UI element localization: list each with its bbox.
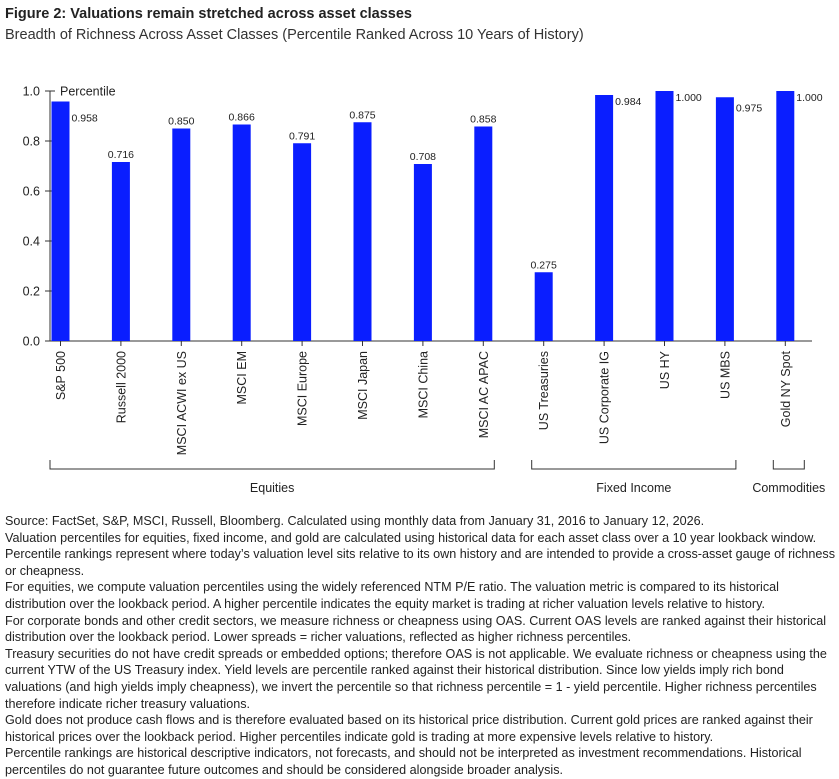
group-bracket	[531, 460, 737, 470]
footnote-source: Source: FactSet, S&P, MSCI, Russell, Blo…	[5, 514, 705, 528]
y-axis-label: Percentile	[60, 85, 116, 99]
group-bracket	[49, 460, 495, 470]
group-label: Commodities	[752, 481, 825, 495]
footnote-credit: For corporate bonds and other credit sec…	[5, 613, 827, 645]
x-tick-label: Gold NY Spot	[779, 350, 793, 427]
figure-title: Figure 2: Valuations remain stretched ac…	[5, 6, 412, 22]
bar	[232, 124, 251, 341]
x-tick-label: MSCI EM	[235, 351, 249, 404]
y-tick-label: 0.8	[23, 135, 40, 149]
y-tick-label: 0.2	[23, 285, 40, 299]
data-label: 0.975	[736, 102, 762, 114]
bar	[776, 91, 795, 341]
bar	[655, 91, 674, 341]
data-label: 0.850	[168, 116, 194, 128]
data-label: 0.708	[410, 151, 436, 163]
data-label: 0.984	[615, 96, 641, 108]
group-label: Fixed Income	[596, 481, 671, 495]
x-tick-label: MSCI Japan	[356, 351, 370, 420]
x-tick-label: MSCI ACWI ex US	[175, 351, 189, 455]
x-tick-label: US Treasuries	[537, 351, 551, 430]
footnote-treasuries: Treasury securities do not have credit s…	[5, 646, 827, 711]
y-tick-label: 0.0	[23, 335, 40, 349]
footnote-gold: Gold does not produce cash flows and is …	[5, 713, 813, 744]
x-tick-label: US HY	[658, 350, 672, 389]
data-label: 1.000	[796, 92, 822, 104]
bar	[353, 122, 372, 341]
bar	[474, 126, 493, 341]
y-tick-label: 0.4	[23, 235, 40, 249]
bar	[534, 272, 553, 341]
bar	[111, 162, 130, 341]
x-tick-label: Russell 2000	[114, 351, 128, 423]
x-tick-label: MSCI China	[416, 351, 430, 418]
data-label: 0.275	[531, 259, 557, 271]
group-bracket	[772, 460, 805, 470]
x-tick-label: US Corporate IG	[598, 351, 612, 444]
y-tick-label: 1.0	[23, 85, 40, 99]
data-label: 0.958	[72, 113, 98, 125]
footnotes: Source: FactSet, S&P, MSCI, Russell, Blo…	[5, 513, 835, 779]
bar-chart: 0.0 0.2 0.4 0.6 0.8 1.0 Percentile 0.958 S&P 500…	[23, 85, 826, 496]
data-label: 0.858	[470, 114, 496, 126]
footnote-disclaimer: Percentile rankings are historical descr…	[5, 746, 802, 777]
x-tick-label: MSCI AC APAC	[477, 351, 491, 438]
data-label: 0.791	[289, 130, 315, 142]
bar	[172, 128, 191, 341]
footnote-equities: For equities, we compute valuation perce…	[5, 580, 779, 611]
x-tick-label: MSCI Europe	[296, 351, 310, 426]
bar	[293, 143, 312, 341]
data-label: 1.000	[676, 92, 702, 104]
y-tick-label: 0.6	[23, 185, 40, 199]
x-tick-label: US MBS	[718, 351, 732, 399]
data-label: 0.716	[108, 149, 134, 161]
bar	[413, 164, 432, 341]
data-label: 0.875	[349, 109, 375, 121]
bar	[595, 95, 614, 341]
group-label: Equities	[250, 481, 294, 495]
figure-subtitle: Breadth of Richness Across Asset Classes…	[5, 27, 584, 43]
footnote-methodology: Valuation percentiles for equities, fixe…	[5, 530, 836, 578]
x-tick-label: S&P 500	[54, 351, 68, 400]
bar	[715, 97, 734, 341]
bar	[51, 101, 70, 341]
data-label: 0.866	[229, 112, 255, 124]
